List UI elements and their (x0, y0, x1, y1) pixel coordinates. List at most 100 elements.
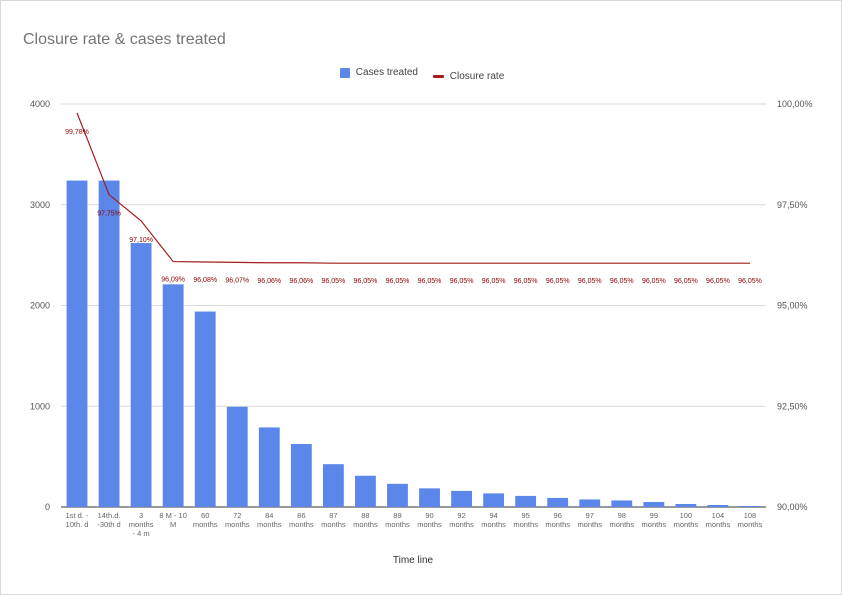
chart-legend: Cases treated Closure rate (1, 67, 842, 82)
closure-rate-data-label: 96,05% (738, 278, 762, 285)
bar (130, 243, 152, 507)
bar (739, 505, 761, 507)
bar (643, 501, 665, 507)
x-tick-label: 99 months (642, 511, 667, 529)
bar (258, 427, 280, 507)
x-tick-label: 72 months (225, 511, 250, 529)
x-tick-label: 86 months (289, 511, 314, 529)
chart-title: Closure rate & cases treated (23, 31, 226, 48)
x-tick-label-line: months (225, 520, 250, 529)
closure-rate-data-label: 96,05% (514, 278, 538, 285)
x-tick-label: 1st d. -10th. d (66, 511, 89, 529)
x-tick-label: 8 M - 10 M (159, 511, 187, 529)
x-tick-label: 90 months (417, 511, 442, 529)
bar (66, 180, 88, 507)
bar (579, 499, 601, 507)
x-tick-label-line: months (193, 520, 218, 529)
y2-tick-label: 100,00% (777, 99, 813, 109)
x-tick-label-line: M (170, 520, 176, 529)
x-tick-label-line: months (674, 520, 699, 529)
x-tick-label-line: 3 (139, 511, 143, 520)
x-tick-label-line: months (257, 520, 282, 529)
legend-label-cases: Cases treated (355, 67, 418, 78)
y-tick-label: 4000 (30, 99, 50, 109)
x-tick-label: 87 months (321, 511, 346, 529)
bar (162, 284, 184, 507)
closure-rate-data-label: 96,05% (386, 278, 410, 285)
x-tick-label-line: 84 (265, 511, 273, 520)
x-tick-label: 3 months - 4 m (129, 511, 154, 538)
legend-label-closure: Closure rate (449, 70, 505, 82)
x-tick-label: 89 months (385, 511, 410, 529)
x-tick-label: 98 months (609, 511, 634, 529)
y-tick-label: 3000 (30, 200, 50, 210)
x-tick-label-line: months (706, 520, 731, 529)
bar (387, 483, 408, 507)
x-tick-label-line: 100 (680, 511, 693, 520)
y2-tick-label: 95,00% (777, 301, 808, 311)
x-tick-label-line: 88 (361, 511, 369, 520)
x-tick-label-line: 97 (586, 511, 594, 520)
legend-item-cases: Cases treated (339, 67, 418, 78)
y-tick-label: 0 (45, 502, 50, 512)
y-tick-label: 1000 (30, 401, 50, 411)
x-tick-label-line: 95 (521, 511, 529, 520)
closure-rate-data-label: 96,05% (546, 278, 570, 285)
closure-rate-data-label: 96,05% (674, 278, 698, 285)
closure-rate-data-label: 97,75% (97, 211, 121, 218)
bar (355, 475, 376, 507)
x-tick-label-line: months (353, 520, 378, 529)
bar (419, 488, 440, 507)
x-tick-label: 97 months (577, 511, 602, 529)
closure-rate-data-label: 96,08% (193, 277, 217, 284)
x-tick-label: 60 months (193, 511, 218, 529)
x-tick-label-line: - 4 m (133, 529, 150, 538)
closure-rate-data-label: 96,05% (642, 278, 666, 285)
closure-rate-data-label: 96,05% (610, 278, 634, 285)
closure-rate-data-label: 99,78% (65, 129, 89, 136)
bar (322, 464, 344, 507)
x-tick-label-line: months (129, 520, 154, 529)
closure-rate-line (76, 112, 750, 264)
x-tick-label-line: 86 (297, 511, 305, 520)
bar (194, 311, 216, 507)
x-tick-label-line: months (321, 520, 346, 529)
x-tick-label: 104 months (706, 511, 731, 529)
x-tick-label-line: 8 M - 10 (159, 511, 187, 520)
closure-rate-data-label: 96,06% (289, 278, 313, 285)
x-tick-label-line: 96 (554, 511, 562, 520)
x-tick-label-line: 92 (457, 511, 465, 520)
closure-rate-data-label: 96,06% (257, 278, 281, 285)
x-tick-label-line: months (513, 520, 538, 529)
y-tick-label: 2000 (30, 301, 50, 311)
bar (290, 444, 312, 507)
x-tick-label: 84 months (257, 511, 282, 529)
closure-rate-data-label: 97,10% (129, 237, 153, 244)
x-tick-label-line: 108 (744, 511, 757, 520)
x-tick-label-line: 99 (650, 511, 658, 520)
x-tick-label-line: 72 (233, 511, 241, 520)
bar (707, 504, 729, 507)
closure-rate-data-label: 96,05% (354, 278, 378, 285)
x-tick-label: 95 months (513, 511, 538, 529)
x-tick-label-line: months (417, 520, 442, 529)
x-tick-label-line: months (545, 520, 570, 529)
y2-tick-label: 92,50% (777, 401, 808, 411)
bar (547, 497, 569, 507)
closure-rate-data-label: 96,05% (578, 278, 602, 285)
x-tick-label-line: 104 (712, 511, 725, 520)
y2-tick-label: 90,00% (777, 502, 808, 512)
x-tick-label-line: 98 (618, 511, 626, 520)
closure-rate-data-label: 96,05% (418, 278, 442, 285)
x-tick-label-line: 87 (329, 511, 337, 520)
x-tick-label: 94 months (481, 511, 506, 529)
bar (483, 493, 505, 507)
x-tick-label-line: months (738, 520, 763, 529)
bar (675, 503, 697, 507)
bar (611, 500, 633, 507)
x-tick-label-line: months (642, 520, 667, 529)
legend-swatch-bar (339, 67, 350, 78)
x-tick-label-line: 10th. d (66, 520, 89, 529)
bar (226, 406, 248, 507)
